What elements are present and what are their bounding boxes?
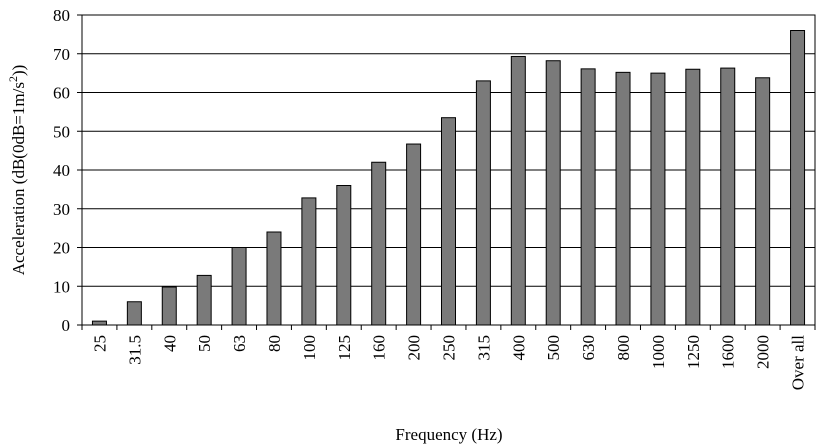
bar <box>475 80 491 326</box>
x-tick-label: 160 <box>370 335 389 361</box>
bar <box>406 143 422 326</box>
y-axis-title-end: )) <box>9 65 28 76</box>
bar <box>755 77 771 326</box>
y-tick-label: 60 <box>53 84 70 103</box>
y-tick-label: 0 <box>62 316 71 335</box>
y-tick-label: 50 <box>53 122 70 141</box>
axes <box>77 14 816 330</box>
x-tick-label: 25 <box>90 335 109 352</box>
x-tick-label: 31.5 <box>125 335 144 365</box>
x-tick-label: 80 <box>265 335 284 352</box>
x-tick-label: 1250 <box>684 335 703 369</box>
x-tick-label: 63 <box>230 335 249 352</box>
bar <box>790 30 806 326</box>
bar <box>685 68 701 326</box>
x-tick-label: 250 <box>440 335 459 361</box>
bar <box>231 247 247 326</box>
bar <box>720 67 736 326</box>
x-tick-label: 315 <box>474 335 493 361</box>
x-tick-label: 1000 <box>649 335 668 369</box>
x-tick-label: 800 <box>614 335 633 361</box>
x-tick-label: 200 <box>405 335 424 361</box>
y-axis-title: Acceleration (dB(0dB=1m/s2)) <box>6 65 28 276</box>
x-tick-labels: 25 31.5 40 50 63 80 100 125 160 200 250 315 400 500 63… <box>90 335 807 391</box>
bar <box>615 71 631 326</box>
bar <box>336 185 352 326</box>
bar <box>650 72 666 326</box>
y-tick-label: 80 <box>53 6 70 25</box>
bar <box>126 301 142 326</box>
bar <box>371 161 387 326</box>
x-tick-label: 400 <box>509 335 528 361</box>
y-axis-title-main: Acceleration (dB(0dB=1m/s <box>9 82 28 275</box>
x-tick-label: 50 <box>195 335 214 352</box>
x-tick-label: 100 <box>300 335 319 361</box>
bar <box>545 60 561 326</box>
x-tick-label: 1600 <box>719 335 738 369</box>
y-tick-label: 40 <box>53 161 70 180</box>
y-tick-label: 20 <box>53 239 70 258</box>
bar <box>441 117 456 326</box>
bar <box>266 231 282 326</box>
x-tick-label: 125 <box>335 335 354 361</box>
bar <box>91 320 107 326</box>
x-tick-label: 500 <box>544 335 563 361</box>
x-tick-label: 2000 <box>754 335 773 369</box>
bar <box>580 68 596 326</box>
bar <box>196 274 212 326</box>
x-tick-label: 40 <box>160 335 179 352</box>
bar <box>161 286 177 326</box>
x-axis-title: Frequency (Hz) <box>395 425 502 444</box>
bar <box>301 197 317 326</box>
bars <box>91 30 806 326</box>
y-tick-labels: 0 10 20 30 40 50 60 70 80 <box>53 6 70 335</box>
x-tick-label: 630 <box>579 335 598 361</box>
y-tick-label: 70 <box>53 45 70 64</box>
y-axis-title-superscript: 2 <box>6 76 20 82</box>
x-tick-label: Over all <box>789 335 808 391</box>
y-tick-label: 10 <box>53 277 70 296</box>
y-tick-label: 30 <box>53 200 70 219</box>
bar <box>510 55 526 326</box>
